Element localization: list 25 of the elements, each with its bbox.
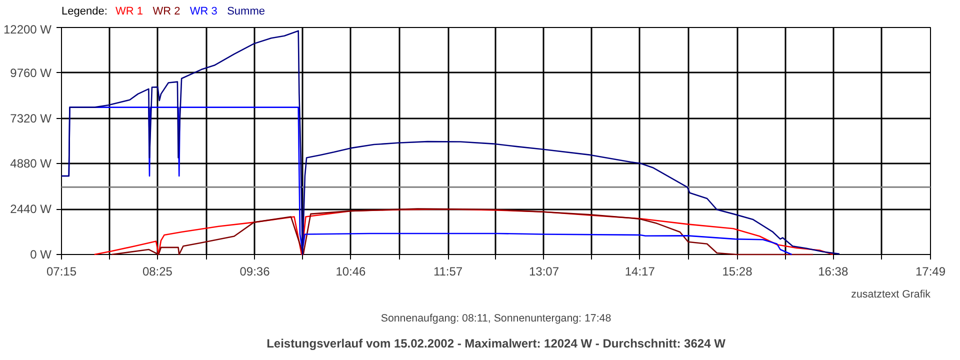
x-tick-label: 10:46: [336, 264, 366, 278]
x-tick-label: 17:49: [915, 264, 946, 278]
x-tick-label: 09:36: [240, 264, 270, 278]
legend-title: Legende:: [62, 6, 108, 18]
y-tick-label: 7320 W: [10, 111, 52, 126]
text: WR 3: [190, 6, 218, 18]
x-tick-label: 14:17: [624, 264, 656, 278]
y-tick-label: 9760 W: [10, 66, 52, 80]
x-tick-label: 16:38: [818, 264, 848, 278]
x-tick-label: 15:28: [722, 264, 753, 278]
y-tick-label: 4880 W: [10, 156, 52, 171]
series-label: Summe: [227, 6, 266, 18]
y-tick-label: 0 W: [30, 248, 52, 262]
text: WR 1: [116, 6, 143, 18]
text: WR 2: [152, 6, 180, 18]
x-tick-label: 11:57: [433, 264, 463, 278]
text: Leistungsverlauf vom 15.02.2002 - Maximalwert: 12024 W - Durchschnitt: 3624 W: [266, 336, 726, 350]
y-tick-label: 2440 W: [10, 202, 52, 216]
x-tick-label: 07:15: [46, 264, 77, 278]
text: Sonnenaufgang: 08:11, Sonnenuntergang: 17:48: [380, 312, 612, 324]
x-tick-label: 13:07: [528, 264, 560, 278]
text: zusatztext Grafik: [851, 288, 932, 300]
y-tick-label: 12200 W: [3, 22, 52, 36]
line-series: [60, 30, 840, 256]
x-tick-label: 08:25: [142, 264, 173, 278]
